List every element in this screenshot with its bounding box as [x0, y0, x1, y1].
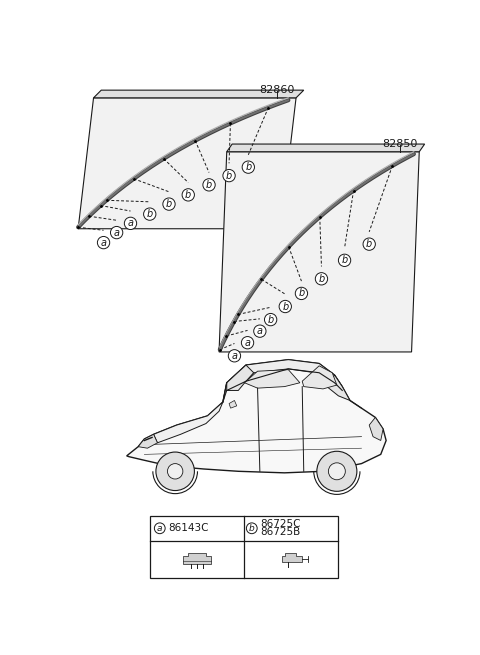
Text: b: b	[245, 162, 252, 172]
Circle shape	[295, 288, 308, 299]
Bar	[150, 516, 338, 578]
Circle shape	[279, 301, 291, 312]
Circle shape	[156, 452, 194, 491]
Circle shape	[254, 325, 266, 337]
Text: 82850: 82850	[382, 139, 418, 149]
Circle shape	[110, 227, 123, 239]
Polygon shape	[94, 90, 304, 98]
Polygon shape	[127, 360, 386, 473]
Polygon shape	[282, 553, 302, 562]
Circle shape	[363, 238, 375, 250]
Circle shape	[223, 170, 235, 182]
Text: b: b	[341, 255, 348, 265]
Circle shape	[144, 208, 156, 220]
Circle shape	[241, 337, 254, 349]
Text: b: b	[267, 314, 274, 325]
Circle shape	[338, 254, 351, 267]
Text: b: b	[298, 288, 305, 299]
Text: a: a	[244, 338, 251, 348]
Circle shape	[264, 314, 277, 326]
Text: b: b	[166, 199, 172, 209]
Polygon shape	[244, 369, 300, 388]
Polygon shape	[227, 365, 254, 390]
Circle shape	[182, 189, 194, 201]
Text: b: b	[226, 170, 232, 181]
Circle shape	[328, 463, 345, 479]
Text: b: b	[318, 274, 324, 284]
Text: 86725C: 86725C	[260, 519, 301, 529]
Circle shape	[203, 179, 215, 191]
Polygon shape	[183, 553, 211, 564]
Text: a: a	[257, 326, 263, 336]
Text: b: b	[185, 190, 192, 200]
Circle shape	[155, 523, 165, 534]
Text: b: b	[146, 209, 153, 219]
Circle shape	[97, 236, 110, 249]
Text: a: a	[128, 218, 133, 229]
Circle shape	[124, 217, 137, 229]
Text: a: a	[114, 227, 120, 238]
Circle shape	[163, 198, 175, 210]
Text: a: a	[100, 238, 107, 248]
Polygon shape	[223, 360, 342, 402]
Polygon shape	[138, 434, 157, 448]
Polygon shape	[302, 365, 337, 389]
Circle shape	[246, 523, 257, 534]
Polygon shape	[227, 144, 425, 152]
Polygon shape	[327, 375, 350, 400]
Text: a: a	[157, 524, 163, 533]
Circle shape	[317, 451, 357, 491]
Polygon shape	[219, 152, 419, 352]
Polygon shape	[229, 400, 237, 408]
Text: b: b	[206, 180, 212, 190]
Text: b: b	[366, 239, 372, 249]
Polygon shape	[369, 417, 383, 441]
Text: a: a	[231, 351, 238, 361]
Text: b: b	[249, 524, 255, 533]
Polygon shape	[154, 402, 223, 443]
Circle shape	[168, 464, 183, 479]
Text: b: b	[282, 301, 288, 312]
Text: 86143C: 86143C	[168, 523, 209, 533]
Polygon shape	[78, 98, 296, 229]
Circle shape	[315, 272, 328, 285]
Circle shape	[228, 350, 240, 362]
Text: 86725B: 86725B	[260, 527, 300, 537]
Circle shape	[242, 161, 254, 174]
Text: 82860: 82860	[259, 84, 295, 95]
